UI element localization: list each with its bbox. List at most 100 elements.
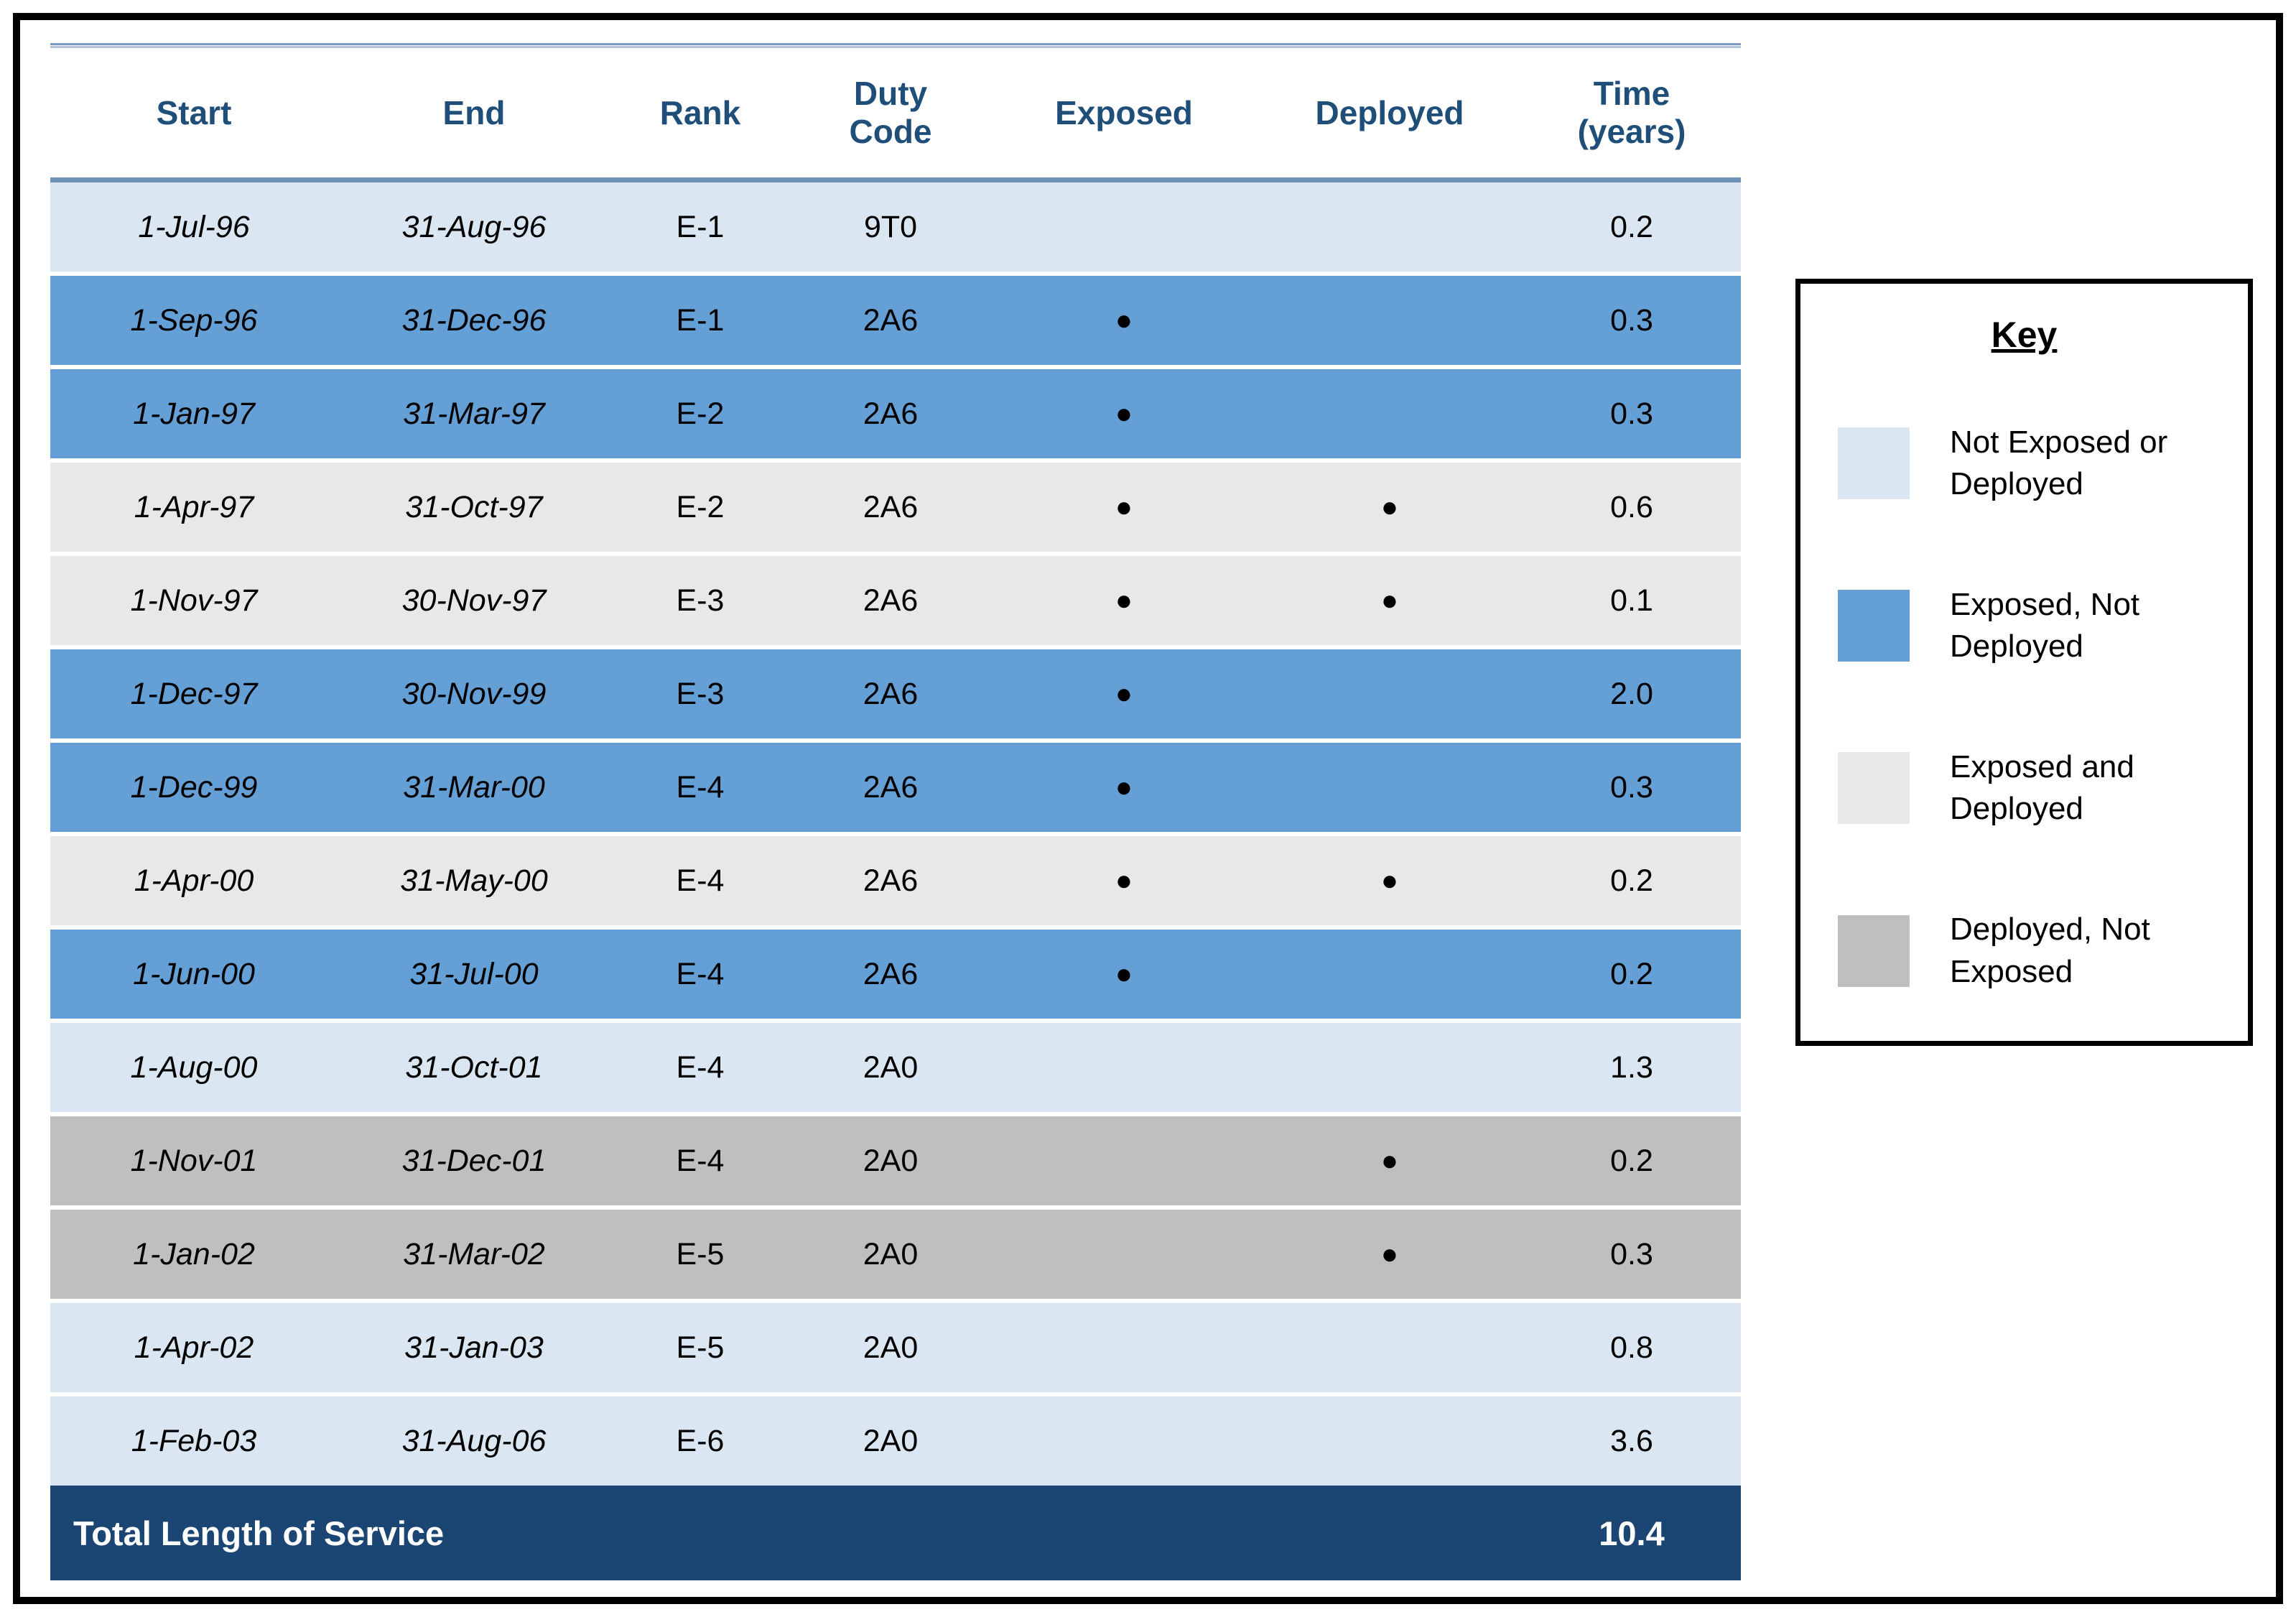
table-row: 1-Jun-00 31-Jul-00 E-4 2A6 ● 0.2 <box>50 930 1741 1019</box>
rank: E-5 <box>676 1330 725 1365</box>
rank: E-1 <box>676 302 725 338</box>
start-date: 1-Jul-96 <box>138 209 250 244</box>
exposed-marker: ● <box>1115 865 1133 896</box>
end-date: 31-Oct-97 <box>405 489 543 524</box>
rank: E-4 <box>676 863 725 898</box>
duty-code: 2A6 <box>863 396 919 431</box>
rank: E-3 <box>676 583 725 618</box>
exposed-marker: ● <box>1115 305 1133 336</box>
end-date: 30-Nov-97 <box>401 583 547 618</box>
rank: E-5 <box>676 1236 725 1271</box>
start-date: 1-Nov-97 <box>130 583 258 618</box>
time-years: 0.6 <box>1610 489 1653 524</box>
start-date: 1-Apr-00 <box>134 863 254 898</box>
end-date: 31-Mar-02 <box>403 1236 545 1271</box>
key-label: Deployed, Not Exposed <box>1950 912 2150 989</box>
start-date: 1-Apr-02 <box>134 1330 254 1365</box>
column-header-deployed: Deployed <box>1315 93 1464 131</box>
start-date: 1-Aug-00 <box>130 1050 258 1085</box>
column-header-rank: Rank <box>659 93 741 131</box>
table-row: 1-Dec-99 31-Mar-00 E-4 2A6 ● 0.3 <box>50 743 1741 832</box>
start-date: 1-Jan-02 <box>133 1236 255 1271</box>
end-date: 31-Aug-06 <box>401 1423 547 1458</box>
column-header-start: Start <box>156 93 232 131</box>
exposed-marker: ● <box>1115 958 1133 990</box>
deployed-marker: ● <box>1380 1238 1399 1270</box>
start-date: 1-Dec-97 <box>130 676 258 711</box>
header-row: Start End Rank Duty Code Exposed Deployed Time… <box>50 48 1741 177</box>
table-row: 1-Apr-02 31-Jan-03 E-5 2A0 0.8 <box>50 1303 1741 1392</box>
rank: E-3 <box>676 676 725 711</box>
rank: E-4 <box>676 1143 725 1178</box>
deployed-marker: ● <box>1380 865 1399 896</box>
time-years: 0.3 <box>1610 769 1653 805</box>
exposed-marker: ● <box>1115 491 1133 523</box>
table-row: 1-Dec-97 30-Nov-99 E-3 2A6 ● 2.0 <box>50 649 1741 738</box>
service-history-table: Start End Rank Duty Code Exposed Deployed Time… <box>50 43 1741 1580</box>
key-item: Exposed and Deployed <box>1838 746 2211 830</box>
rank: E-4 <box>676 769 725 805</box>
table-top-rule <box>50 43 1741 48</box>
key-label: Exposed, Not Deployed <box>1950 587 2140 664</box>
rank: E-4 <box>676 956 725 991</box>
end-date: 31-Dec-96 <box>401 302 547 338</box>
start-date: 1-Sep-96 <box>130 302 258 338</box>
end-date: 31-Aug-96 <box>401 209 547 244</box>
start-date: 1-Jan-97 <box>133 396 255 431</box>
table-row: 1-Jan-02 31-Mar-02 E-5 2A0 ● 0.3 <box>50 1210 1741 1299</box>
key-legend: Key Not Exposed or Deployed Exposed, Not … <box>1795 279 2253 1046</box>
time-years: 0.3 <box>1610 396 1653 431</box>
duty-code: 2A6 <box>863 489 919 524</box>
time-years: 0.3 <box>1610 302 1653 338</box>
column-header-duty-code: Duty Code <box>849 75 932 150</box>
duty-code: 2A0 <box>863 1423 919 1458</box>
table-row: 1-Aug-00 31-Oct-01 E-4 2A0 1.3 <box>50 1023 1741 1112</box>
deployed-marker: ● <box>1380 585 1399 616</box>
duty-code: 2A0 <box>863 1143 919 1178</box>
total-label: Total Length of Service <box>73 1514 445 1552</box>
rank: E-6 <box>676 1423 725 1458</box>
header-underline <box>50 177 1741 182</box>
duty-code: 9T0 <box>863 209 918 244</box>
exposed-marker: ● <box>1115 585 1133 616</box>
time-years: 0.8 <box>1610 1330 1653 1365</box>
end-date: 31-Mar-97 <box>403 396 545 431</box>
duty-code: 2A6 <box>863 863 919 898</box>
time-years: 2.0 <box>1610 676 1653 711</box>
table-body: 1-Jul-96 31-Aug-96 E-1 9T0 0.2 1-Sep-96 31-Dec… <box>50 182 1741 1486</box>
start-date: 1-Apr-97 <box>134 489 254 524</box>
duty-code: 2A0 <box>863 1236 919 1271</box>
deployed-marker: ● <box>1380 491 1399 523</box>
exposed-marker: ● <box>1115 398 1133 430</box>
end-date: 30-Nov-99 <box>401 676 547 711</box>
exposed-marker: ● <box>1115 678 1133 710</box>
duty-code: 2A0 <box>863 1330 919 1365</box>
key-label: Exposed and Deployed <box>1950 749 2134 827</box>
start-date: 1-Nov-01 <box>130 1143 258 1178</box>
table-row: 1-Nov-01 31-Dec-01 E-4 2A0 ● 0.2 <box>50 1116 1741 1205</box>
time-years: 0.2 <box>1610 956 1653 991</box>
start-date: 1-Feb-03 <box>131 1423 257 1458</box>
total-row: Total Length of Service 10.4 <box>50 1486 1741 1580</box>
rank: E-2 <box>676 489 725 524</box>
start-date: 1-Jun-00 <box>133 956 255 991</box>
deployed-marker: ● <box>1380 1145 1399 1177</box>
end-date: 31-Jul-00 <box>409 956 539 991</box>
key-item: Not Exposed or Deployed <box>1838 422 2211 505</box>
time-years: 0.2 <box>1610 863 1653 898</box>
rank: E-1 <box>676 209 725 244</box>
end-date: 31-Mar-00 <box>403 769 545 805</box>
rank: E-2 <box>676 396 725 431</box>
end-date: 31-Oct-01 <box>405 1050 543 1085</box>
key-title: Key <box>1991 315 2058 355</box>
rank: E-4 <box>676 1050 725 1085</box>
column-header-exposed: Exposed <box>1055 93 1193 131</box>
key-items: Not Exposed or Deployed Exposed, Not Depl… <box>1800 422 2248 993</box>
duty-code: 2A0 <box>863 1050 919 1085</box>
start-date: 1-Dec-99 <box>130 769 258 805</box>
key-swatch-exposed-not-deployed <box>1838 590 1910 662</box>
key-swatch-not-exposed-or-deployed <box>1838 427 1910 500</box>
duty-code: 2A6 <box>863 676 919 711</box>
duty-code: 2A6 <box>863 769 919 805</box>
exposed-marker: ● <box>1115 772 1133 803</box>
